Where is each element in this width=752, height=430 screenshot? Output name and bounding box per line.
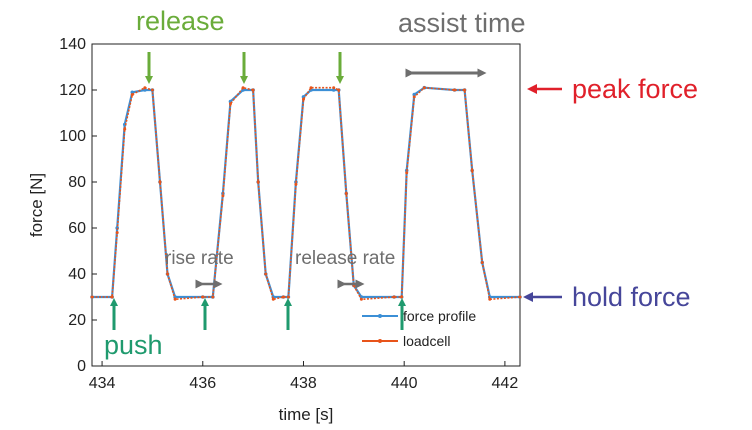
data-point-force-profile <box>130 90 135 95</box>
data-point-loadcell <box>143 86 147 90</box>
x-tick-label: 438 <box>290 375 317 392</box>
y-axis-label: force [N] <box>27 173 46 237</box>
annotation-rise-rate: rise rate <box>165 248 234 269</box>
data-point-loadcell <box>271 297 275 301</box>
data-point-loadcell <box>488 297 492 301</box>
data-point-loadcell <box>256 180 260 184</box>
data-point-loadcell <box>241 86 245 90</box>
x-axis-ticks: 434 436 438 440 442 <box>89 361 519 392</box>
y-axis-ticks: 0 20 40 60 80 100 120 140 <box>59 36 97 375</box>
data-point-loadcell <box>251 88 255 92</box>
y-tick-label: 100 <box>59 128 86 145</box>
data-point-loadcell <box>294 182 298 186</box>
y-tick-label: 120 <box>59 82 86 99</box>
data-point-loadcell <box>221 194 225 198</box>
data-point-loadcell <box>301 97 305 101</box>
data-point-loadcell <box>344 192 348 195</box>
data-point-loadcell <box>150 88 154 92</box>
data-point-loadcell <box>332 86 336 90</box>
data-point-loadcell <box>392 295 396 299</box>
data-point-loadcell <box>123 127 127 131</box>
y-tick-label: 0 <box>77 358 86 375</box>
data-point-force-profile <box>143 88 147 92</box>
data-point-loadcell <box>201 295 205 299</box>
data-point-loadcell <box>480 261 484 264</box>
legend: force profile loadcell <box>362 308 476 349</box>
data-point-loadcell <box>90 295 94 299</box>
annotation-release: release <box>136 6 225 36</box>
series-layer <box>90 85 522 301</box>
x-tick-label: 442 <box>492 375 519 392</box>
data-point-loadcell <box>173 297 177 301</box>
y-tick-label: 60 <box>68 220 86 237</box>
y-tick-label: 140 <box>59 36 86 53</box>
data-point-loadcell <box>281 295 285 299</box>
data-point-loadcell <box>309 86 313 90</box>
legend-label-loadcell: loadcell <box>403 333 450 349</box>
data-point-loadcell <box>130 93 134 97</box>
x-tick-label: 436 <box>189 375 216 392</box>
data-point-loadcell <box>412 95 416 99</box>
x-tick-label: 434 <box>89 375 116 392</box>
y-tick-label: 80 <box>68 174 86 191</box>
annotation-push: push <box>104 330 163 360</box>
y-tick-label: 40 <box>68 266 86 283</box>
data-point-loadcell <box>286 295 290 299</box>
data-point-loadcell <box>158 180 162 184</box>
y-tick-label: 20 <box>68 312 86 329</box>
data-point-loadcell <box>264 272 268 276</box>
data-point-loadcell <box>422 86 426 90</box>
data-point-loadcell <box>405 171 409 175</box>
annotation-assist-time: assist time <box>398 8 526 38</box>
legend-marker-loadcell <box>378 339 382 343</box>
data-point-loadcell <box>228 102 232 106</box>
data-point-loadcell <box>463 88 467 92</box>
data-point-loadcell <box>453 88 457 92</box>
plot-area <box>91 43 521 367</box>
data-point-force-profile <box>331 88 336 92</box>
data-point-loadcell <box>359 297 363 301</box>
x-tick-label: 440 <box>391 375 418 392</box>
data-point-loadcell <box>518 295 522 299</box>
legend-marker-force-profile <box>378 314 382 318</box>
data-point-loadcell <box>166 272 170 276</box>
data-point-loadcell <box>110 295 114 299</box>
annotation-hold-force: hold force <box>572 282 691 312</box>
x-axis-label: time [s] <box>279 405 334 424</box>
annotation-release-rate: release rate <box>295 248 395 269</box>
data-point-loadcell <box>115 231 119 235</box>
data-point-loadcell <box>470 169 474 172</box>
annotation-peak-force: peak force <box>572 74 698 104</box>
data-point-loadcell <box>211 295 215 299</box>
data-point-loadcell <box>337 88 341 92</box>
legend-label-force-profile: force profile <box>403 308 476 324</box>
series-line-loadcell <box>92 86 521 301</box>
data-point-loadcell <box>400 295 404 299</box>
data-point-force-profile <box>412 92 417 97</box>
